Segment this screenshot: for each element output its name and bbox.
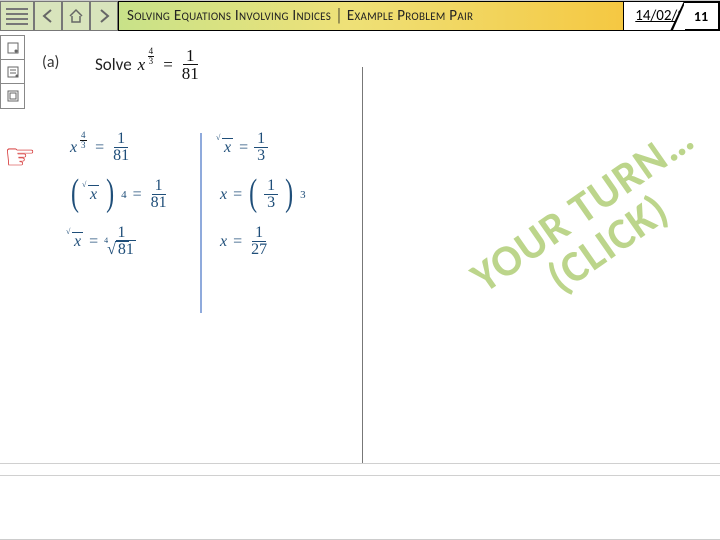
mid-divider: [362, 67, 363, 463]
nav-forward-icon[interactable]: [90, 1, 118, 31]
side-icon-1[interactable]: [1, 36, 24, 60]
eq-sign: =: [163, 55, 173, 75]
problem-rhs: 1 81: [179, 47, 202, 82]
slide-title: Solving Equations Involving Indices │ Ex…: [118, 1, 624, 31]
nav-group: [0, 1, 118, 31]
step-3: x = 1 4 √81: [70, 225, 195, 258]
step-2: ( x )4 = 1 81: [70, 178, 195, 211]
step-5: x = ( 1 3 )3: [220, 178, 335, 211]
step-1: x 43 = 1 81: [70, 131, 195, 164]
side-icon-3[interactable]: [1, 84, 24, 108]
step-4: x = 1 3: [220, 131, 335, 164]
work-column-1: x 43 = 1 81 ( x )4 = 1 81 x = 1 4 √81: [70, 131, 195, 272]
problem-label: (a): [42, 53, 59, 72]
problem-base: x 4 3: [138, 55, 158, 75]
nav-back-icon[interactable]: [34, 1, 62, 31]
problem-prompt: Solve: [95, 54, 132, 75]
title-separator: │: [335, 7, 343, 25]
title-main: Solving Equations Involving Indices: [127, 7, 331, 25]
column-divider-1: [200, 133, 202, 313]
problem-exponent: 4 3: [148, 47, 155, 66]
side-icon-2[interactable]: [1, 60, 24, 84]
page-number: 11: [694, 8, 708, 25]
page-number-corner: 11: [684, 1, 720, 31]
problem-equation: Solve x 4 3 = 1 81: [95, 47, 202, 82]
side-toolbar: [0, 35, 25, 109]
nav-home-icon[interactable]: [62, 1, 90, 31]
step-6: x = 1 27: [220, 225, 335, 258]
bottom-rule-2: [0, 475, 720, 476]
work-column-2: x = 1 3 x = ( 1 3 )3 x = 1 27: [220, 131, 335, 272]
title-sub: Example Problem Pair: [347, 7, 473, 25]
your-turn-overlay[interactable]: YOUR TURN… (CLICK): [435, 94, 720, 355]
menu-icon[interactable]: [0, 1, 34, 31]
header-bar: Solving Equations Involving Indices │ Ex…: [0, 1, 720, 31]
bottom-rule-1: [0, 463, 720, 464]
pointer-hand-icon: ☜: [4, 135, 36, 179]
